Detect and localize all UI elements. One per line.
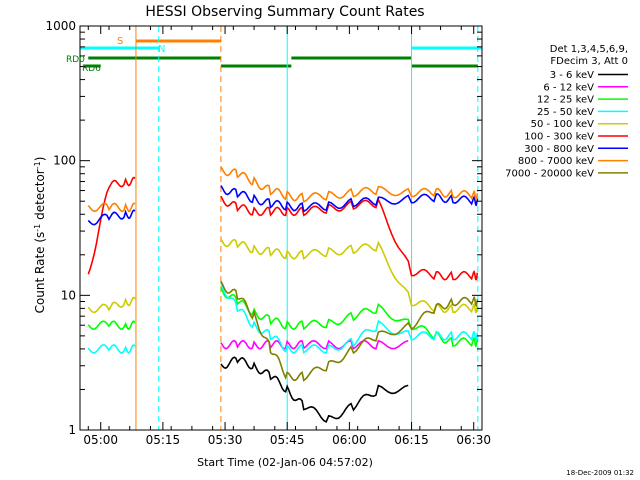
x-tick-label: 05:15 <box>146 433 181 447</box>
plot-frame <box>79 25 483 431</box>
x-tick-label: 05:30 <box>208 433 243 447</box>
series-line <box>220 185 479 213</box>
axes: 1 10 100 1000 05:00 05:15 05:30 05:45 06:00 06:15… <box>45 19 491 447</box>
series-line <box>87 176 136 275</box>
legend-entry-label: 12 - 25 keV <box>537 95 594 106</box>
legend-entry-label: 50 - 100 keV <box>531 119 595 130</box>
gap-lines <box>135 26 479 430</box>
legend-entry-label: 100 - 300 keV <box>524 132 594 143</box>
x-tick-label: 05:45 <box>270 433 305 447</box>
timestamp-label: 18-Dec-2009 01:32 <box>566 469 634 477</box>
legend-entry-label: 6 - 12 keV <box>543 82 594 93</box>
status-bars <box>80 39 482 68</box>
legend-entry-label: 300 - 800 keV <box>524 144 594 155</box>
x-tick-label: 06:15 <box>394 433 429 447</box>
night-label: N <box>158 44 165 55</box>
legend: Det 1,3,4,5,6,9,FDecim 3, Att 0 3 - 6 keV… <box>505 44 628 179</box>
saa-label: S <box>117 36 123 47</box>
series-line <box>87 320 136 331</box>
rd6-label: RD6 <box>82 64 101 74</box>
chart-title: HESSI Observing Summary Count Rates <box>145 4 424 20</box>
x-tick-label: 06:00 <box>332 433 367 447</box>
series-line <box>220 356 409 424</box>
legend-header: Det 1,3,4,5,6,9, <box>550 44 628 55</box>
y-tick-label: 10 <box>61 288 76 302</box>
x-axis-label: Start Time (02-Jan-06 04:57:02) <box>197 456 373 469</box>
legend-entry-label: 7000 - 20000 keV <box>505 168 594 179</box>
y-tick-label: 1 <box>68 423 76 437</box>
y-tick-label: 1000 <box>45 19 76 33</box>
rd0-label: RD0 <box>66 55 85 65</box>
legend-entry-label: 800 - 7000 keV <box>518 156 594 167</box>
series-line <box>87 202 136 213</box>
series-line <box>220 166 479 203</box>
series-line <box>220 282 479 355</box>
legend-header: FDecim 3, Att 0 <box>550 56 628 67</box>
x-tick-label: 05:00 <box>83 433 118 447</box>
y-tick-label: 100 <box>53 154 76 168</box>
legend-entry-label: 3 - 6 keV <box>550 70 594 81</box>
y-axis-label: Count Rate (s-1 detector-1) <box>33 157 47 314</box>
series-line <box>87 209 136 226</box>
series-line <box>220 287 479 348</box>
x-tick-label: 06:30 <box>456 433 491 447</box>
series-lines <box>87 166 479 424</box>
series-line <box>87 344 136 355</box>
series-line <box>220 280 479 382</box>
legend-entry-label: 25 - 50 keV <box>537 107 594 118</box>
series-line <box>220 195 479 281</box>
series-line <box>87 296 136 314</box>
series-line <box>220 238 479 314</box>
